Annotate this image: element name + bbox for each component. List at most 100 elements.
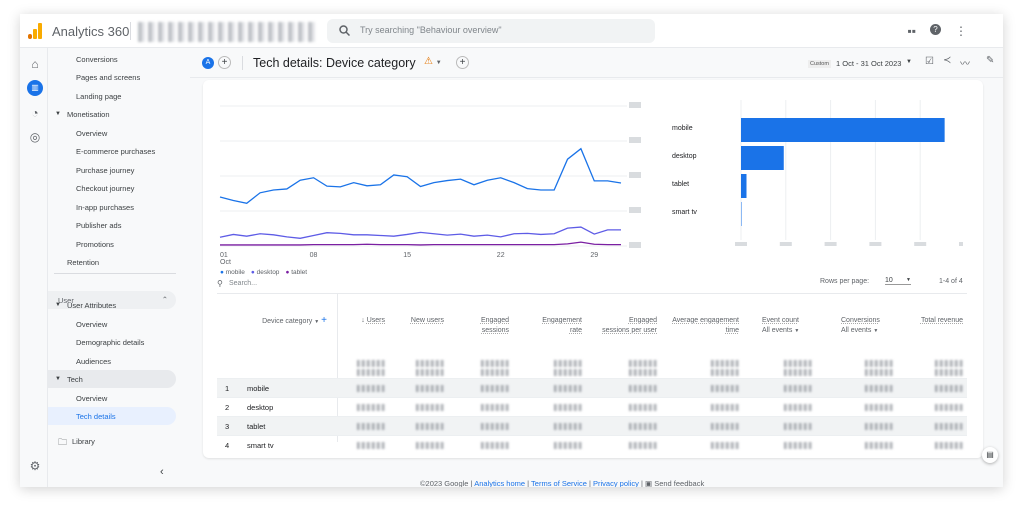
divider xyxy=(242,56,243,70)
column-header-avg-engagement-time[interactable]: Average engagement time xyxy=(672,316,739,336)
segment-badge[interactable]: A xyxy=(202,57,214,69)
metric-value-redacted xyxy=(935,360,963,367)
settings-icon[interactable]: ⚙ xyxy=(29,459,41,473)
add-comparison-icon[interactable]: + xyxy=(218,56,231,69)
date-range-picker[interactable]: 1 Oct - 31 Oct 2023 xyxy=(836,59,902,68)
metric-value-redacted xyxy=(865,360,893,367)
sidebar-item-library[interactable]: Library xyxy=(72,437,95,446)
column-header-total-revenue[interactable]: Total revenue xyxy=(917,316,963,326)
sidebar-item-overview[interactable]: Overview xyxy=(76,129,108,138)
line-chart: 01 08 15 22 29 Oct xyxy=(219,102,641,266)
nav-rail: ⌂ ▥ ◔ ◎ ⚙ xyxy=(20,48,48,487)
bar-label: smart tv xyxy=(672,209,697,216)
divider xyxy=(130,22,131,40)
legend-item-mobile[interactable]: ● mobile xyxy=(220,269,245,276)
send-feedback-link[interactable]: Send feedback xyxy=(654,479,705,487)
legend-item-desktop[interactable]: ● desktop xyxy=(251,269,280,276)
metric-value-redacted xyxy=(629,385,657,392)
divider xyxy=(54,273,176,274)
bar-smart-tv[interactable] xyxy=(741,202,742,226)
column-header-event-count[interactable]: Event count All events ▼ xyxy=(762,316,812,336)
header-label: Total revenue xyxy=(920,317,963,324)
sidebar-item-audiences[interactable]: Audiences xyxy=(76,357,112,366)
sidebar-item-user-attributes[interactable]: User Attributes xyxy=(67,301,117,310)
table-row[interactable]: 3 tablet xyxy=(217,416,967,435)
bar-label: tablet xyxy=(672,181,689,188)
account-selector[interactable] xyxy=(138,22,318,42)
metric-value-redacted xyxy=(554,404,582,411)
advertising-icon[interactable]: ◎ xyxy=(29,130,41,144)
table-row[interactable]: 2 desktop xyxy=(217,397,967,416)
metric-value-redacted xyxy=(935,423,963,430)
column-header-users[interactable]: ↓ Users xyxy=(347,316,385,326)
table-row[interactable]: 1 mobile xyxy=(217,378,967,397)
more-vert-icon[interactable]: ⋮ xyxy=(955,24,967,38)
sidebar-item-ecommerce[interactable]: E-commerce purchases xyxy=(76,147,156,156)
sidebar-item-conversions[interactable]: Conversions xyxy=(76,55,118,64)
help-icon[interactable]: ? xyxy=(930,24,941,35)
y-tick-label-redacted xyxy=(629,102,641,108)
sidebar-item-purchase-journey[interactable]: Purchase journey xyxy=(76,166,135,175)
sidebar-item-demographic-details[interactable]: Demographic details xyxy=(76,338,145,347)
terms-link[interactable]: Terms of Service xyxy=(531,479,587,487)
column-header-engaged-sessions-per-user[interactable]: Engaged sessions per user xyxy=(602,316,657,336)
analytics-logo-icon xyxy=(28,23,42,39)
sidebar-item-in-app-purchases[interactable]: In-app purchases xyxy=(76,203,134,212)
dimension-header[interactable]: Device category ▼ + xyxy=(237,316,327,327)
bar-mobile[interactable] xyxy=(741,118,945,142)
sidebar-item-checkout-journey[interactable]: Checkout journey xyxy=(76,184,135,193)
sidebar-item-tech-details[interactable]: Tech details xyxy=(48,407,176,425)
column-header-conversions[interactable]: Conversions All events ▼ xyxy=(841,316,893,336)
event-filter[interactable]: All events xyxy=(762,327,793,334)
metric-value-redacted xyxy=(629,360,657,367)
privacy-link[interactable]: Privacy policy xyxy=(593,479,639,487)
table-row[interactable]: 4 smart tv xyxy=(217,435,967,454)
column-header-engaged-sessions[interactable]: Engaged sessions xyxy=(467,316,509,336)
collapse-chevron-icon[interactable]: ‹ xyxy=(160,466,164,478)
metric-value-redacted xyxy=(711,423,739,430)
sidebar-item-pages-and-screens[interactable]: Pages and screens xyxy=(76,73,141,82)
sidebar-item-publisher-ads[interactable]: Publisher ads xyxy=(76,221,122,230)
home-icon[interactable]: ⌂ xyxy=(31,57,39,71)
metric-value-redacted xyxy=(357,442,385,449)
metric-value-redacted xyxy=(481,423,509,430)
warning-icon[interactable]: ⚠ ▼ xyxy=(424,56,442,67)
sidebar-item-landing-page[interactable]: Landing page xyxy=(76,92,122,101)
sidebar-item-promotions[interactable]: Promotions xyxy=(76,240,114,249)
column-header-engagement-rate[interactable]: Engagement rate xyxy=(532,316,582,336)
date-dropdown-icon[interactable]: ▼ xyxy=(906,59,912,65)
x-tick-sublabel: Oct xyxy=(220,259,231,266)
divider xyxy=(337,294,338,442)
chat-feedback-icon[interactable]: ▤ xyxy=(982,447,998,463)
apps-grid-icon[interactable]: ▪▪ xyxy=(907,24,916,38)
insights-icon[interactable]: 〰 xyxy=(960,59,970,70)
sidebar-item-tech[interactable]: ▼ Tech xyxy=(48,370,176,388)
sidebar-item-overview[interactable]: Overview xyxy=(76,394,108,403)
edit-pencil-icon[interactable]: ✎ xyxy=(986,55,995,66)
sidebar-item-retention[interactable]: Retention xyxy=(67,258,100,267)
analytics-home-link[interactable]: Analytics home xyxy=(474,479,526,487)
sidebar-item-monetisation[interactable]: Monetisation xyxy=(67,110,110,119)
bar-chart: mobile desktop tablet smart tv xyxy=(672,100,963,246)
bar-desktop[interactable] xyxy=(741,146,784,170)
reports-icon[interactable]: ▥ xyxy=(27,80,43,96)
rows-per-page-select[interactable]: 10 ▼ xyxy=(885,277,911,285)
add-dimension-icon[interactable]: + xyxy=(321,315,327,326)
table-search-input[interactable]: Search... xyxy=(229,280,258,287)
legend-item-tablet[interactable]: ● tablet xyxy=(285,269,307,276)
explore-icon[interactable]: ◔ xyxy=(31,106,39,120)
metric-value-redacted xyxy=(481,442,509,449)
app-name: Analytics 360 xyxy=(52,24,130,39)
search-bar[interactable]: Try searching "Behaviour overview" xyxy=(327,19,655,43)
dropdown-icon: ▼ xyxy=(314,319,320,325)
add-filter-icon[interactable]: + xyxy=(456,56,469,69)
event-filter[interactable]: All events xyxy=(841,327,872,334)
y-tick-label-redacted xyxy=(629,137,641,143)
customize-report-icon[interactable]: ☑ xyxy=(925,56,934,67)
sidebar-item-overview[interactable]: Overview xyxy=(76,320,108,329)
bar-tablet[interactable] xyxy=(741,174,747,198)
column-header-new-users[interactable]: New users xyxy=(407,316,444,326)
header-label: Engaged sessions xyxy=(480,317,509,334)
sidebar-section-user[interactable]: User ⌃ xyxy=(48,291,176,309)
share-icon[interactable]: ≺ xyxy=(943,55,952,66)
